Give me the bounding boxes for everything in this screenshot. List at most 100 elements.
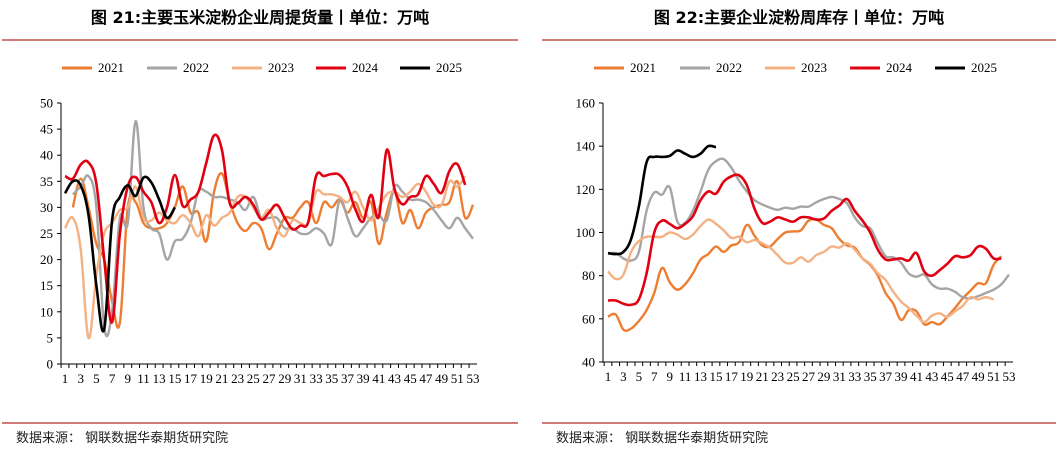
x-tick-label: 41 bbox=[910, 369, 923, 384]
x-tick-label: 29 bbox=[278, 371, 291, 386]
x-tick-label: 51 bbox=[451, 371, 464, 386]
chart-title: 图 21:主要玉米淀粉企业周提货量丨单位：万吨 bbox=[91, 8, 429, 27]
y-tick-label: 10 bbox=[40, 304, 53, 319]
legend-label-2025: 2025 bbox=[971, 60, 997, 75]
y-tick-label: 120 bbox=[576, 182, 596, 197]
x-tick-label: 35 bbox=[864, 369, 877, 384]
x-tick-label: 35 bbox=[325, 371, 338, 386]
y-tick-label: 45 bbox=[40, 122, 53, 137]
x-tick-label: 53 bbox=[1003, 369, 1016, 384]
x-tick-label: 1 bbox=[605, 369, 612, 384]
series-line-2024 bbox=[64, 133, 467, 324]
y-tick-label: 40 bbox=[40, 148, 53, 163]
x-tick-label: 27 bbox=[802, 369, 816, 384]
x-tick-label: 31 bbox=[294, 371, 307, 386]
x-tick-label: 13 bbox=[694, 369, 707, 384]
series-line-2025 bbox=[63, 175, 176, 333]
series-line-2022 bbox=[71, 120, 474, 338]
x-tick-label: 21 bbox=[215, 371, 228, 386]
x-tick-label: 45 bbox=[404, 371, 417, 386]
x-tick-label: 37 bbox=[341, 371, 355, 386]
legend-label-2024: 2024 bbox=[352, 60, 379, 75]
x-tick-label: 43 bbox=[388, 371, 401, 386]
chart-title: 图 22:主要企业淀粉周库存丨单位：万吨 bbox=[654, 8, 944, 27]
legend-label-2025: 2025 bbox=[436, 60, 462, 75]
y-tick-label: 60 bbox=[582, 311, 595, 326]
x-tick-label: 7 bbox=[651, 369, 658, 384]
x-tick-label: 29 bbox=[817, 369, 830, 384]
x-tick-label: 25 bbox=[787, 369, 800, 384]
source-note: 数据来源： 钢联数据华泰期货研究院 bbox=[556, 430, 768, 446]
y-tick-label: 35 bbox=[40, 174, 53, 189]
x-tick-label: 43 bbox=[925, 369, 938, 384]
x-tick-label: 27 bbox=[263, 371, 277, 386]
legend-label-2022: 2022 bbox=[183, 60, 209, 75]
x-tick-label: 45 bbox=[941, 369, 954, 384]
y-tick-label: 30 bbox=[40, 200, 53, 215]
x-tick-label: 49 bbox=[435, 371, 448, 386]
series-line-2023 bbox=[63, 175, 467, 340]
x-tick-label: 1 bbox=[62, 371, 69, 386]
y-tick-label: 140 bbox=[576, 139, 596, 154]
legend-label-2021: 2021 bbox=[98, 60, 124, 75]
x-tick-label: 53 bbox=[467, 371, 480, 386]
x-tick-label: 3 bbox=[77, 371, 84, 386]
legend-label-2024: 2024 bbox=[886, 60, 913, 75]
x-tick-label: 5 bbox=[93, 371, 100, 386]
x-tick-label: 25 bbox=[247, 371, 260, 386]
y-tick-label: 100 bbox=[576, 225, 596, 240]
x-tick-label: 15 bbox=[709, 369, 722, 384]
series-line-2023 bbox=[607, 218, 994, 324]
y-tick-label: 80 bbox=[582, 268, 595, 283]
legend-label-2022: 2022 bbox=[716, 60, 742, 75]
x-tick-label: 51 bbox=[987, 369, 1000, 384]
x-tick-label: 7 bbox=[109, 371, 116, 386]
x-tick-label: 47 bbox=[956, 369, 970, 384]
legend: 2021 2022 2023 2024 2025 bbox=[594, 60, 997, 75]
legend-label-2021: 2021 bbox=[630, 60, 656, 75]
x-tick-label: 39 bbox=[357, 371, 370, 386]
x-tick-label: 33 bbox=[310, 371, 323, 386]
x-tick-label: 23 bbox=[231, 371, 244, 386]
x-tick-label: 17 bbox=[725, 369, 739, 384]
series-line-2025 bbox=[607, 144, 717, 256]
y-tick-label: 20 bbox=[40, 252, 53, 267]
y-tick-label: 5 bbox=[47, 330, 54, 345]
series-line-2021 bbox=[71, 172, 475, 329]
x-tick-label: 39 bbox=[895, 369, 908, 384]
x-tick-label: 3 bbox=[620, 369, 627, 384]
x-tick-label: 41 bbox=[372, 371, 385, 386]
y-tick-label: 15 bbox=[40, 278, 53, 293]
source-note: 数据来源： 钢联数据华泰期货研究院 bbox=[16, 430, 228, 446]
x-tick-label: 11 bbox=[679, 369, 692, 384]
x-tick-label: 17 bbox=[184, 371, 198, 386]
legend-label-2023: 2023 bbox=[801, 60, 827, 75]
x-tick-label: 47 bbox=[419, 371, 433, 386]
x-tick-label: 19 bbox=[200, 371, 213, 386]
x-tick-label: 31 bbox=[833, 369, 846, 384]
series-line-2022 bbox=[607, 157, 1010, 300]
x-tick-label: 9 bbox=[666, 369, 673, 384]
y-tick-label: 0 bbox=[47, 357, 54, 372]
x-tick-label: 33 bbox=[848, 369, 861, 384]
y-tick-label: 50 bbox=[40, 96, 53, 111]
x-tick-label: 9 bbox=[125, 371, 132, 386]
x-tick-label: 5 bbox=[636, 369, 643, 384]
y-tick-label: 40 bbox=[582, 355, 595, 370]
x-tick-label: 49 bbox=[972, 369, 985, 384]
x-tick-label: 23 bbox=[771, 369, 784, 384]
x-tick-label: 21 bbox=[756, 369, 769, 384]
y-tick-label: 25 bbox=[40, 226, 53, 241]
x-tick-label: 11 bbox=[137, 371, 150, 386]
legend: 2021 2022 2023 2024 2025 bbox=[62, 60, 462, 75]
series-line-2021 bbox=[607, 217, 1003, 333]
x-tick-label: 13 bbox=[153, 371, 166, 386]
x-tick-label: 15 bbox=[168, 371, 181, 386]
x-tick-label: 19 bbox=[740, 369, 753, 384]
y-tick-label: 160 bbox=[576, 96, 596, 111]
legend-label-2023: 2023 bbox=[268, 60, 294, 75]
series-line-2024 bbox=[607, 173, 1002, 307]
